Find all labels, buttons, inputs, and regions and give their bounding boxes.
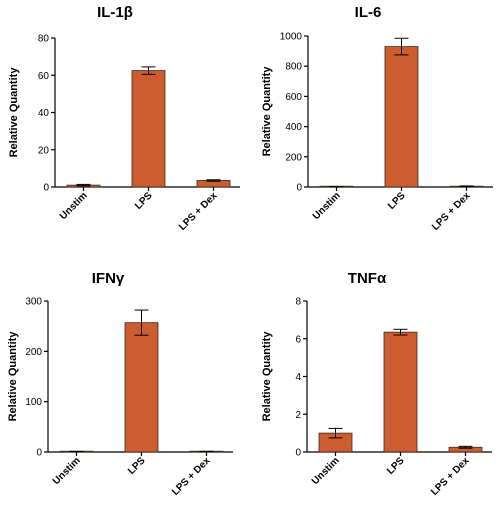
y-tick-label: 0 [295, 448, 301, 459]
x-tick-label: Unstim [58, 190, 90, 222]
x-tick-label: LPS [386, 190, 408, 212]
y-tick-label: 400 [285, 122, 302, 133]
chart-panel-il1b: IL-1β Relative Quantity 0 20 40 60 80 Unstim LPS… [0, 0, 250, 256]
y-tick-label: 40 [38, 108, 50, 119]
error-bar [206, 179, 221, 182]
x-tick-label: Unstim [311, 190, 343, 222]
y-tick-label: 200 [285, 152, 302, 163]
chart-title: IL-6 [355, 4, 382, 21]
error-bar [393, 328, 408, 336]
y-tick-label: 800 [285, 62, 302, 73]
y-axis-label: Relative Quantity [8, 67, 20, 158]
y-tick-label: 8 [295, 297, 301, 308]
x-tick-label: LPS [385, 455, 407, 477]
error-bar [394, 37, 409, 56]
x-tick-label: LPS + Dex [170, 455, 213, 498]
y-tick-label: 300 [25, 297, 42, 308]
y-tick-label: 600 [285, 92, 302, 103]
x-tick-label: LPS [126, 455, 148, 477]
error-bar [328, 427, 343, 439]
chart-svg: TNFα Relative Quantity 0 2 4 6 8 Unstim LPS LPS +… [261, 270, 492, 498]
y-tick-label: 0 [36, 448, 42, 459]
y-tick-label: 200 [25, 347, 42, 358]
y-axis-label: Relative Quantity [261, 331, 273, 422]
chart-svg: IL-1β Relative Quantity 0 20 40 60 80 Unstim LPS… [8, 4, 240, 233]
chart-title: IFNγ [92, 270, 125, 287]
chart-svg: IL-6 Relative Quantity 0 200 400 600 800 1000 Un… [261, 4, 493, 233]
bar [383, 331, 418, 453]
error-bar [76, 183, 91, 187]
x-tick-label: Unstim [310, 455, 342, 487]
error-bar [458, 445, 473, 449]
bar [131, 70, 166, 188]
y-tick-label: 0 [43, 183, 49, 194]
error-bar [134, 309, 149, 336]
y-axis-label: Relative Quantity [7, 331, 19, 422]
y-tick-label: 0 [296, 183, 302, 194]
y-tick-label: 60 [38, 71, 50, 82]
y-tick-label: 1000 [280, 32, 303, 43]
y-tick-label: 100 [25, 397, 42, 408]
x-tick-label: Unstim [51, 455, 83, 487]
x-tick-label: LPS + Dex [430, 190, 473, 233]
error-bar [141, 66, 156, 75]
x-tick-label: LPS + Dex [429, 455, 472, 498]
error-bar [459, 185, 474, 188]
bar [384, 46, 419, 188]
y-tick-label: 6 [295, 334, 301, 345]
y-tick-label: 4 [295, 372, 301, 383]
x-tick-label: LPS + Dex [177, 190, 220, 233]
y-axis-label: Relative Quantity [261, 66, 273, 157]
chart-panel-il6: IL-6 Relative Quantity 0 200 400 600 800 1000 Un… [250, 0, 500, 256]
chart-title: TNFα [348, 270, 387, 287]
y-tick-label: 80 [38, 34, 50, 45]
bar [124, 322, 159, 453]
chart-title: IL-1β [97, 4, 133, 21]
chart-panel-tnfa: TNFα Relative Quantity 0 2 4 6 8 Unstim LPS LPS +… [250, 257, 500, 513]
y-tick-label: 20 [38, 145, 50, 156]
chart-svg: IFNγ Relative Quantity 0 100 200 300 Unstim LPS… [7, 270, 233, 498]
y-tick-label: 2 [295, 410, 301, 421]
chart-panel-ifng: IFNγ Relative Quantity 0 100 200 300 Unstim LPS… [0, 257, 250, 513]
x-tick-label: LPS [133, 190, 155, 212]
